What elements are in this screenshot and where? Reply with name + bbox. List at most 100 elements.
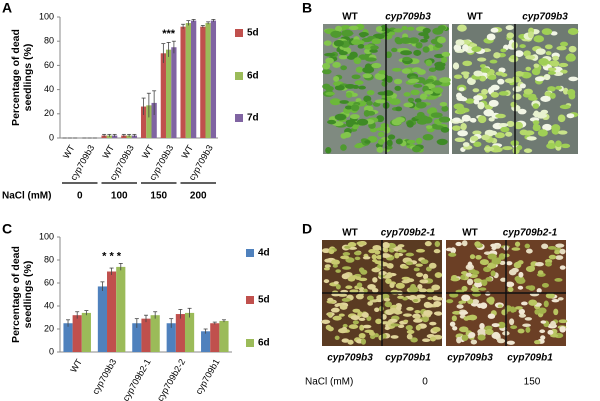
seedling [381,321,390,325]
seedling [507,286,514,293]
seedling [486,33,496,41]
group-label: 200 [190,191,207,202]
seedling [434,272,443,278]
seedling [506,32,514,39]
bar [201,331,211,352]
seedling [450,277,460,282]
seedling [524,243,531,249]
seedling [455,39,465,46]
bar [210,20,217,139]
seedling [495,245,501,249]
seedling [348,25,359,31]
seedling [558,62,569,68]
seedling [374,99,387,104]
seedling [385,278,392,284]
seedling [415,248,426,253]
seedling [518,308,525,315]
seedling [375,318,382,325]
seedling [430,112,443,118]
seedling [358,32,369,37]
seedling [342,266,352,270]
seedling [367,301,374,306]
seedling [462,60,473,67]
seedling [370,334,376,340]
seedling [466,278,474,286]
seedling [560,69,568,74]
seedling [369,331,376,336]
seedling [410,283,417,290]
seedling [403,92,411,97]
seedling [450,247,457,254]
seedling [473,278,482,284]
seedling [506,261,513,266]
seedling [547,70,556,75]
seedling [491,323,500,328]
seedling [345,285,353,290]
seedling [452,117,461,122]
seedling [321,248,331,254]
y-axis-label: Percentage of deadseedlings (%) [10,29,34,126]
seedling [533,123,539,128]
seedling [334,335,340,341]
seedling [490,91,499,98]
seedling [333,39,344,47]
seedling [413,318,423,323]
seedling [432,295,439,301]
seedling [481,279,488,287]
seedling [337,293,348,297]
seedling [518,271,524,278]
seedling [357,44,365,49]
seedling [415,101,427,109]
seedling [477,303,483,309]
seedling [374,250,381,255]
seedling [372,244,382,251]
seedling [486,297,495,304]
seedling [521,71,532,79]
legend-swatch [246,296,254,304]
seedling [549,92,556,99]
seedling [490,145,501,153]
seedling [406,306,414,311]
seedling [558,130,568,135]
seedling [502,146,513,151]
seedling [477,334,486,341]
seedling [327,297,334,302]
seedling [513,121,523,130]
seedling [338,328,348,334]
seedling [468,332,476,338]
seedling [352,308,361,313]
bar [72,315,82,352]
seedling [407,97,415,103]
seedling [490,130,497,136]
seedling [355,293,364,300]
seedling [453,44,462,52]
seedling [461,334,469,341]
seedling [474,241,481,247]
seedling [524,317,533,321]
seedling [431,80,443,86]
seedling [554,278,563,282]
seedling [555,140,562,148]
seedling [333,76,340,82]
legend-swatch [235,72,243,80]
seedling [433,311,442,316]
y-tick-label: 40 [44,84,54,94]
seedling [560,143,571,149]
seedling [347,101,354,107]
seedling [391,47,398,53]
seedling [428,262,437,269]
bar [140,106,147,138]
seedling [358,317,366,321]
seedling [461,285,468,292]
seedling [550,333,559,338]
seedling [395,282,405,289]
seedling [452,62,460,70]
y-axis-label-line: Percentage of dead [10,246,22,343]
seedling [410,89,420,96]
seedling [508,269,517,276]
seedling [453,103,464,110]
seedling [350,275,358,279]
seedling [413,267,420,272]
seedling [516,145,523,151]
